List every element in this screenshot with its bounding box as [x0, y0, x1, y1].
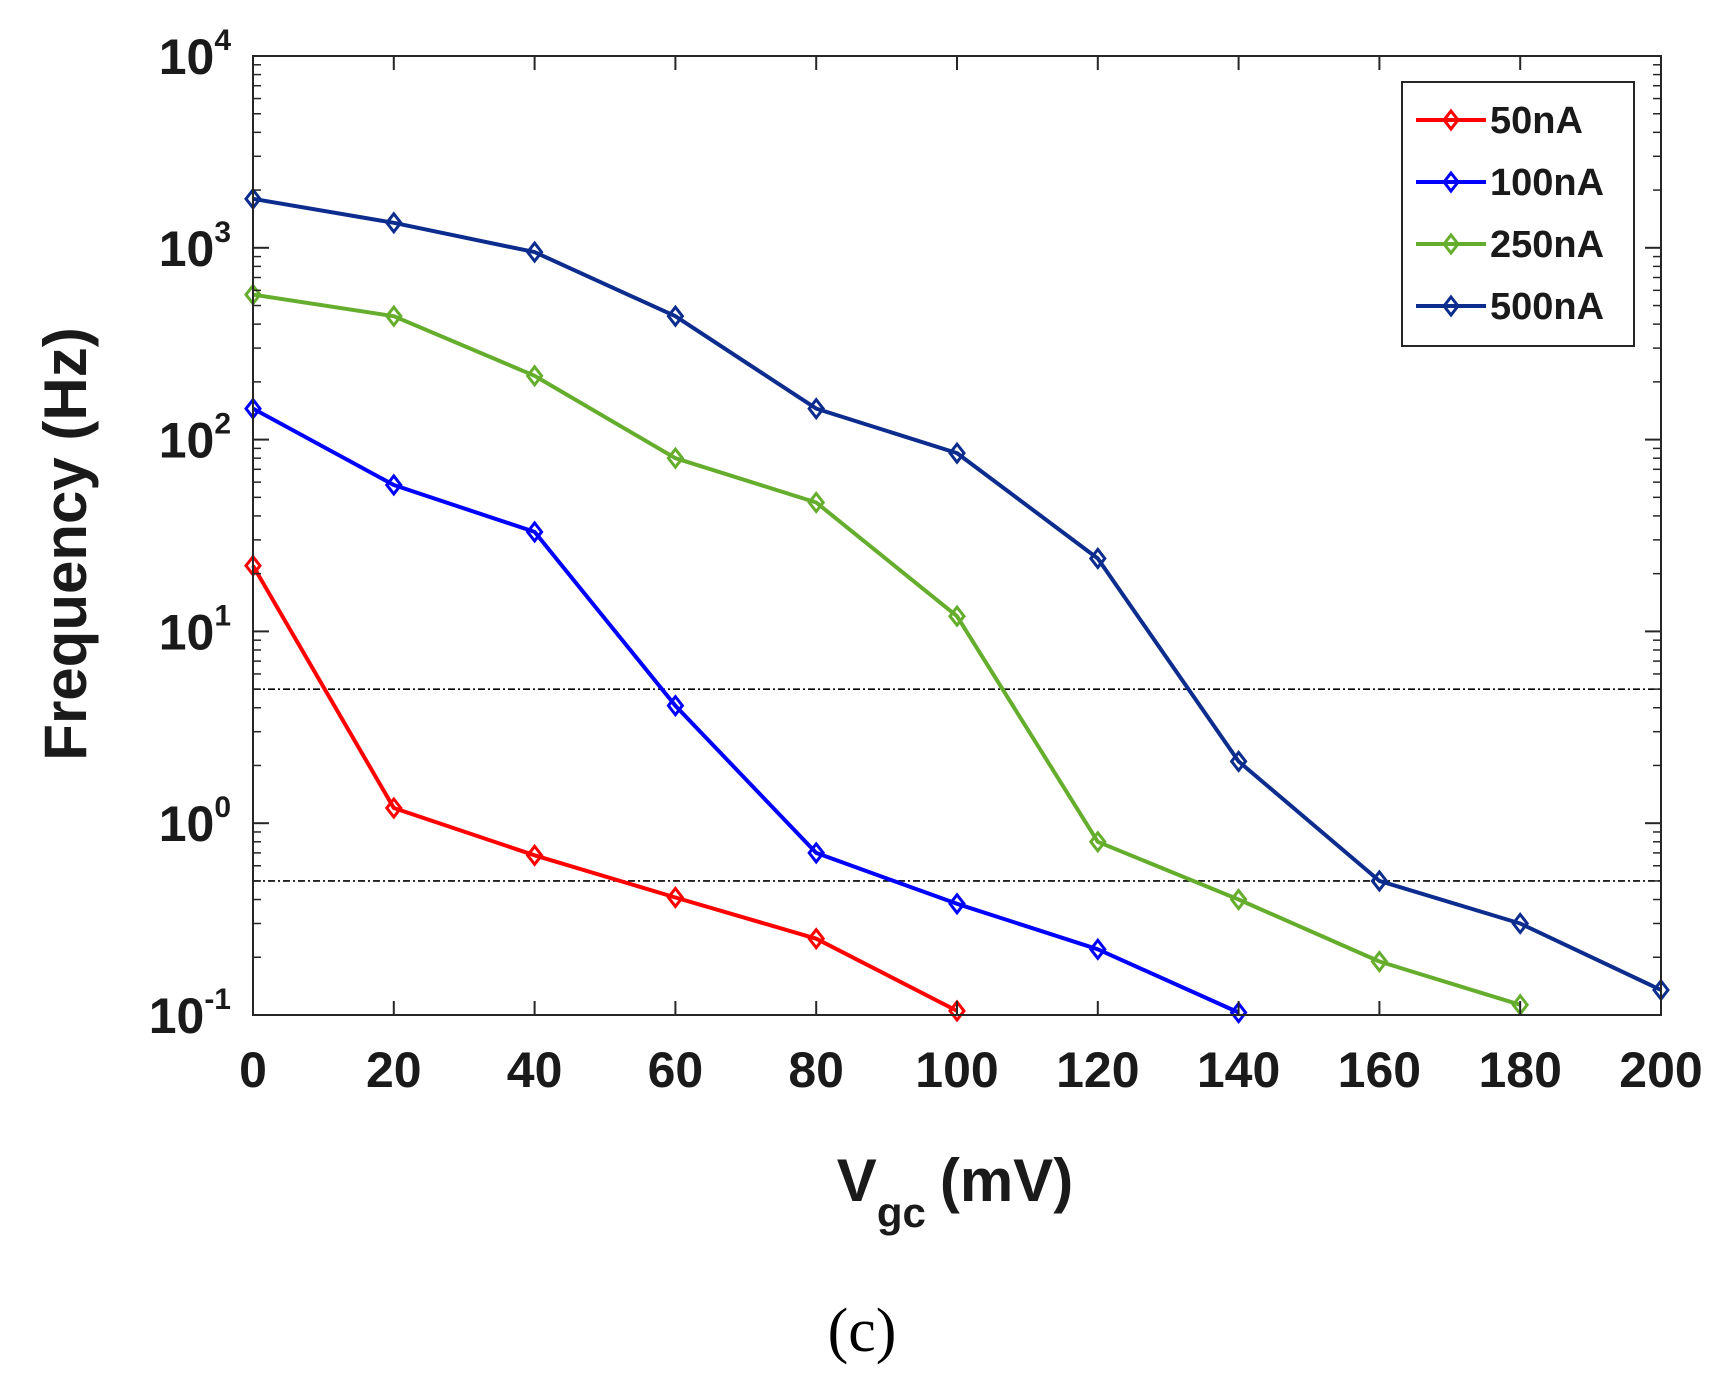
y-tick-label--1: 10-1: [149, 983, 231, 1044]
legend-marker-250nA: [1442, 232, 1460, 256]
data-point-50nA-60: [666, 886, 685, 909]
data-point-100nA-60: [666, 694, 685, 718]
data-point-100nA-80: [807, 841, 826, 865]
data-point-50nA-40: [525, 843, 544, 867]
y-tick-label-exponent: 0: [214, 791, 231, 824]
series-group: [244, 187, 1670, 1024]
data-point-500nA-140: [1229, 749, 1248, 773]
y-tick-label-base: 10: [159, 413, 215, 469]
data-point-250nA-140: [1229, 888, 1248, 911]
data-point-50nA-80: [807, 927, 826, 951]
data-point-100nA-20: [384, 473, 403, 497]
legend-marker-50nA: [1442, 108, 1460, 132]
x-tick-label-180: 180: [1478, 1042, 1561, 1098]
x-axis-label: Vgc (mV): [837, 1147, 1073, 1236]
y-tick-label-2: 102: [159, 408, 231, 469]
series-line-500nA: [252, 196, 1662, 992]
series-line-250nA: [252, 292, 1521, 1007]
data-point-250nA-160: [1370, 950, 1389, 973]
legend: 50nA 100nA 250nA 500nA: [1401, 81, 1635, 347]
x-tick-label-120: 120: [1056, 1042, 1139, 1098]
data-point-250nA-100: [948, 604, 966, 628]
legend-item-250nA: 250nA: [1416, 224, 1604, 266]
data-point-250nA-20: [384, 304, 403, 328]
reference-lines: [253, 688, 1661, 882]
data-point-500nA-40: [525, 240, 544, 264]
x-tick-label-160: 160: [1338, 1042, 1421, 1098]
data-point-500nA-80: [807, 397, 826, 421]
legend-item-100nA: 100nA: [1416, 162, 1604, 204]
data-point-500nA-60: [666, 304, 685, 328]
legend-box: [1401, 81, 1635, 347]
series-line-100nA: [252, 406, 1240, 1015]
legend-label-100nA: 100nA: [1490, 162, 1604, 204]
x-axis-label-main: V: [837, 1147, 877, 1214]
series-line-50nA: [251, 564, 958, 1013]
legend-marker-100nA: [1442, 170, 1460, 194]
data-point-500nA-180: [1511, 912, 1530, 935]
y-tick-label-exponent: 2: [214, 408, 231, 441]
data-point-250nA-80: [807, 491, 826, 514]
data-point-100nA-40: [525, 520, 544, 544]
data-point-500nA-120: [1088, 547, 1107, 570]
x-axis-label-unit: (mV): [940, 1147, 1073, 1214]
x-tick-label-100: 100: [915, 1042, 998, 1098]
y-tick-label-4: 104: [159, 24, 232, 85]
legend-item-500nA: 500nA: [1416, 286, 1604, 328]
x-tick-label-200: 200: [1619, 1042, 1702, 1098]
y-tick-label-3: 103: [159, 216, 231, 277]
x-tick-label-20: 20: [366, 1042, 422, 1098]
y-tick-label-exponent: 1: [214, 599, 231, 632]
legend-label-500nA: 500nA: [1490, 286, 1604, 328]
y-tick-label-base: 10: [159, 796, 215, 852]
x-axis-label-subscript: gc: [877, 1189, 926, 1236]
data-point-50nA-20: [384, 796, 403, 820]
y-tick-label-base: 10: [149, 988, 205, 1044]
figure-caption: (c): [828, 1297, 897, 1365]
y-tick-label-exponent: -1: [204, 983, 231, 1016]
y-tick-label-base: 10: [159, 221, 215, 277]
y-tick-label-1: 101: [159, 599, 231, 660]
x-tick-label-0: 0: [239, 1042, 267, 1098]
data-point-500nA-100: [948, 441, 966, 465]
data-point-500nA-160: [1370, 869, 1389, 893]
x-tick-label-60: 60: [648, 1042, 704, 1098]
y-tick-label-exponent: 3: [214, 216, 231, 249]
legend-marker-500nA: [1442, 294, 1460, 318]
x-tick-label-140: 140: [1197, 1042, 1280, 1098]
series-500nA: [244, 187, 1670, 1002]
data-point-100nA-140: [1229, 1001, 1248, 1024]
data-point-100nA-100: [948, 892, 966, 916]
series-100nA: [244, 397, 1248, 1024]
data-point-250nA-40: [525, 364, 544, 388]
y-tick-label-base: 10: [159, 604, 215, 660]
x-tick-label-40: 40: [507, 1042, 563, 1098]
y-tick-label-exponent: 4: [214, 24, 231, 57]
legend-item-50nA: 50nA: [1416, 100, 1583, 142]
data-point-100nA-120: [1088, 937, 1107, 961]
y-tick-label-base: 10: [159, 29, 215, 85]
axes: 0 20 40 60 80 100 120 140 160 180 20010-1100101102…: [149, 24, 1703, 1098]
data-point-500nA-20: [384, 211, 403, 235]
y-tick-label-0: 100: [159, 791, 231, 852]
x-tick-label-80: 80: [788, 1042, 844, 1098]
data-point-250nA-60: [666, 446, 685, 470]
y-axis-label: Frequency (Hz): [32, 327, 99, 760]
data-point-250nA-120: [1088, 830, 1107, 854]
data-point-50nA-100: [948, 999, 966, 1023]
legend-label-250nA: 250nA: [1490, 224, 1604, 266]
legend-label-50nA: 50nA: [1490, 100, 1583, 142]
